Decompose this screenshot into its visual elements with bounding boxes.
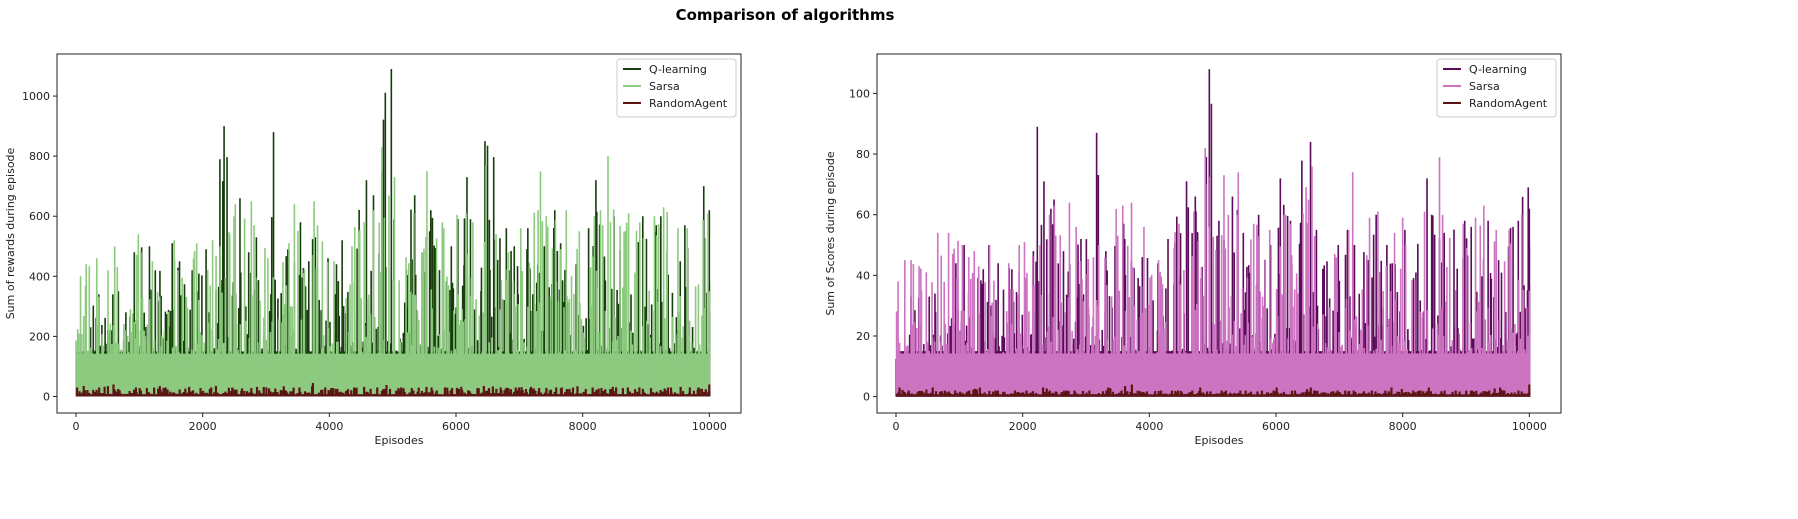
- plot-area: [75, 69, 711, 397]
- x-axis-label: Episodes: [375, 434, 424, 447]
- x-tick-label: 4000: [1135, 420, 1163, 433]
- y-tick-label: 20: [856, 330, 870, 343]
- legend-label: RandomAgent: [1469, 97, 1548, 110]
- x-tick-label: 6000: [1262, 420, 1290, 433]
- legend-label: Sarsa: [1469, 80, 1500, 93]
- series-randomagent: [895, 384, 1531, 397]
- y-tick-label: 60: [856, 209, 870, 222]
- y-tick-label: 80: [856, 148, 870, 161]
- x-tick-label: 4000: [315, 420, 343, 433]
- y-axis-label: Sum of Scores during episode: [824, 151, 837, 316]
- x-tick-label: 2000: [1009, 420, 1037, 433]
- figure-title: Comparison of algorithms: [676, 6, 895, 24]
- x-axis-label: Episodes: [1195, 434, 1244, 447]
- x-tick-label: 10000: [1512, 420, 1547, 433]
- plot-area: [895, 69, 1531, 397]
- legend-label: Q-learning: [1469, 63, 1527, 76]
- y-axis-label: Sum of rewards during episode: [4, 147, 17, 319]
- x-tick-label: 10000: [692, 420, 727, 433]
- y-tick-label: 400: [29, 270, 50, 283]
- axes-frame: [876, 53, 1562, 414]
- y-tick-label: 40: [856, 269, 870, 282]
- series-randomagent: [75, 382, 711, 397]
- chart-2: 0 2000 4000 6000 8000 10000 0 20 40 60 80 100 Episod…: [824, 53, 1562, 447]
- legend-box: [616, 58, 737, 118]
- y-tick-label: 100: [849, 87, 870, 100]
- legend-label: RandomAgent: [649, 97, 728, 110]
- series-sarsa: [895, 147, 1531, 397]
- legend: Q-learning Sarsa RandomAgent: [616, 58, 737, 118]
- y-tick-label: 600: [29, 210, 50, 223]
- legend-box: [1436, 58, 1557, 118]
- y-tick-label: 0: [43, 390, 50, 403]
- y-tick-label: 800: [29, 150, 50, 163]
- axes-frame: [56, 53, 742, 414]
- y-tick-label: 1000: [22, 90, 50, 103]
- x-tick-label: 0: [893, 420, 900, 433]
- x-tick-label: 0: [73, 420, 80, 433]
- x-tick-label: 8000: [569, 420, 597, 433]
- chart-1: 0 2000 4000 6000 8000 10000 0 200 400 600 800 1000 E…: [4, 53, 742, 447]
- legend: Q-learning Sarsa RandomAgent: [1436, 58, 1557, 118]
- legend-label: Sarsa: [649, 80, 680, 93]
- y-tick-label: 200: [29, 330, 50, 343]
- y-tick-label: 0: [863, 391, 870, 404]
- x-tick-label: 8000: [1389, 420, 1417, 433]
- x-tick-label: 6000: [442, 420, 470, 433]
- series-sarsa: [75, 147, 711, 397]
- x-tick-label: 2000: [189, 420, 217, 433]
- legend-label: Q-learning: [649, 63, 707, 76]
